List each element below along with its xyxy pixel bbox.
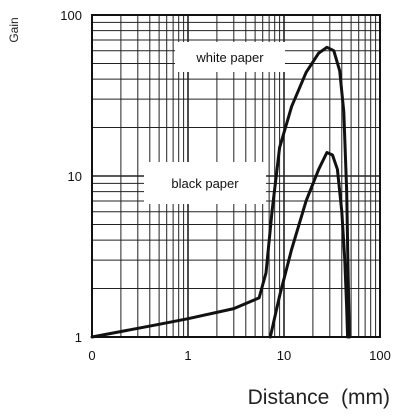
series-label-boxes [144,42,285,204]
x-tick-labels: 0 1 10 100 [88,348,390,363]
y-tick-label: 10 [68,169,82,184]
series-label-black-paper: black paper [171,176,239,191]
x-tick-label: 100 [369,348,391,363]
series-label-white-paper: white paper [195,50,264,65]
series-label-box [144,162,266,204]
y-axis-title: Gain [7,17,21,42]
x-tick-label: 0 [88,348,95,363]
y-tick-labels: 1 10 100 [60,8,82,345]
series-line-black-paper [268,151,350,339]
plot-frame [91,14,381,338]
series-label-box [175,42,285,72]
x-tick-label: 1 [184,348,191,363]
y-tick-label: 100 [60,8,82,23]
x-axis-title: Distance (mm) [248,386,390,409]
x-tick-label: 10 [277,348,291,363]
series-lines [90,45,351,339]
series-line-white-paper [90,45,351,339]
y-tick-label: 1 [75,330,82,345]
series-labels: white paper black paper [171,50,264,191]
